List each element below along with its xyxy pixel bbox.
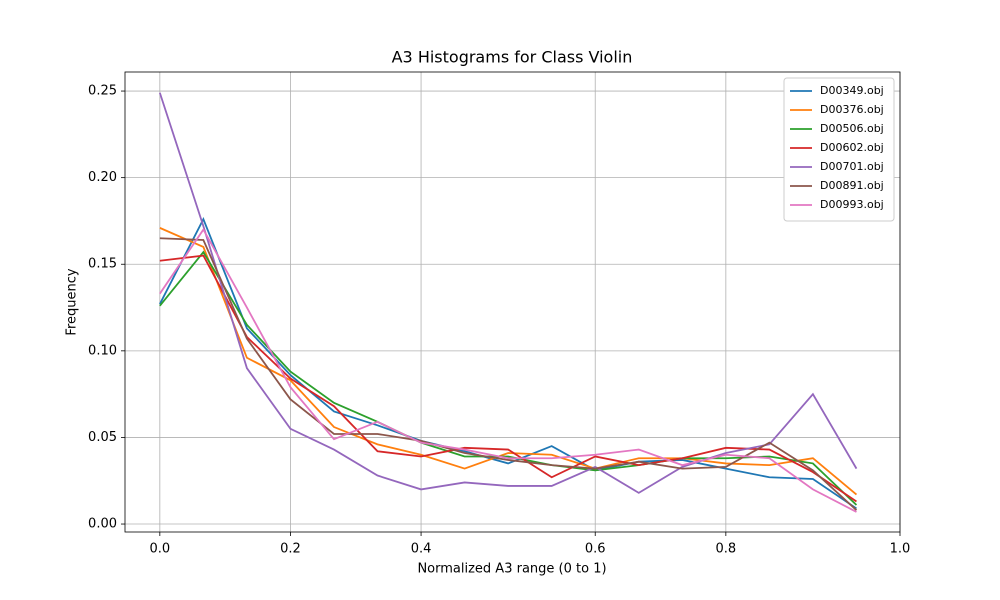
legend-label: D00993.obj [820, 198, 884, 211]
plot-frame [124, 71, 901, 533]
x-tick-label: 0.4 [411, 542, 432, 557]
x-tick-label: 0.6 [585, 542, 606, 557]
chart-title: A3 Histograms for Class Violin [392, 48, 633, 67]
y-tick-label: 0.25 [88, 84, 117, 99]
series-line [159, 227, 858, 496]
legend-label: D00349.obj [820, 84, 884, 97]
legend-label: D00376.obj [820, 103, 884, 116]
legend-label: D00701.obj [820, 160, 884, 173]
x-tick-label: 1.0 [890, 542, 911, 557]
legend-label: D00891.obj [820, 179, 884, 192]
x-tick-label: 0.2 [280, 542, 301, 557]
y-tick-label: 0.20 [88, 170, 117, 185]
series-line [158, 92, 858, 494]
legend-label: D00506.obj [820, 122, 884, 135]
x-axis-label: Normalized A3 range (0 to 1) [417, 562, 606, 577]
series-line [159, 237, 858, 511]
series-line [159, 254, 857, 503]
y-tick-label: 0.10 [88, 343, 117, 358]
y-axis-label: Frequency [65, 268, 80, 335]
y-tick-label: 0.05 [88, 430, 117, 445]
y-tick-label: 0.15 [88, 257, 117, 272]
series-line [159, 227, 857, 513]
legend-label: D00602.obj [820, 141, 884, 154]
x-tick-label: 0.8 [715, 542, 736, 557]
y-tick-label: 0.00 [88, 517, 117, 532]
series-line [159, 250, 858, 506]
x-tick-label: 0.0 [149, 542, 170, 557]
